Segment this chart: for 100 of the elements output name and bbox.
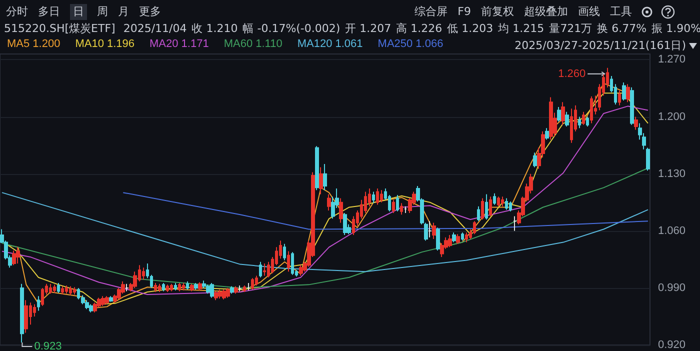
candlestick <box>315 146 319 191</box>
text: 均 1.215 <box>498 21 544 37</box>
candlestick <box>590 96 593 124</box>
candlestick <box>69 286 72 296</box>
candlestick <box>24 300 28 334</box>
candlestick <box>210 282 214 298</box>
y-tick-label: 1.060 <box>658 224 686 237</box>
candlestick <box>392 199 395 214</box>
text: 分时 <box>6 4 28 20</box>
text: 2025/11/04 <box>123 21 187 37</box>
text: 2025/03/27-2025/11/21(161日) <box>514 38 686 54</box>
candlestick <box>452 232 456 243</box>
candlestick <box>16 246 20 264</box>
candlestick <box>190 283 194 292</box>
candlestick <box>174 282 177 291</box>
text: 周 <box>97 4 108 20</box>
candlestick <box>255 275 258 286</box>
candlestick <box>622 82 626 101</box>
candlestick <box>561 102 565 126</box>
candlestick <box>380 190 383 203</box>
candlestick <box>41 287 44 306</box>
text: 多日 <box>38 4 60 20</box>
candlestick <box>646 147 650 172</box>
candlestick <box>182 282 185 291</box>
candlestick <box>618 90 621 106</box>
y-tick-label: 0.990 <box>658 282 686 294</box>
candlestick <box>549 96 553 140</box>
candlestick <box>436 227 440 251</box>
candlestick <box>162 282 165 292</box>
chart-title: 515220.SH[煤炭ETF] <box>4 21 116 37</box>
candlestick <box>37 296 40 312</box>
candlestick <box>489 196 492 217</box>
text: MA5 1.200 <box>7 38 60 50</box>
candlestick <box>61 286 64 295</box>
candlestick <box>477 206 480 222</box>
text: 综合屏 <box>414 4 448 20</box>
candlestick <box>505 198 508 210</box>
candlestick <box>158 283 161 293</box>
candlestick <box>481 198 484 220</box>
candlestick <box>513 216 517 232</box>
text: 更多 <box>139 4 161 20</box>
candlestick <box>501 196 504 207</box>
candlestick <box>166 284 169 293</box>
candlestick <box>461 232 464 242</box>
candlestick <box>97 297 101 308</box>
candlestick <box>194 282 198 290</box>
candlestick <box>533 152 537 168</box>
text: MA60 1.110 <box>224 38 282 50</box>
candlestick <box>198 282 202 291</box>
candlestick <box>222 289 226 300</box>
y-tick-label: 1.270 <box>658 54 686 66</box>
text: 月 <box>118 4 129 20</box>
y-tick-label: 0.920 <box>658 339 686 351</box>
text: MA10 1.196 <box>75 38 135 50</box>
candlestick <box>485 194 488 220</box>
candlestick <box>234 286 238 294</box>
candlestick <box>150 274 153 288</box>
candlestick <box>218 289 222 300</box>
candlestick <box>109 296 113 302</box>
candlestick <box>404 206 407 214</box>
candlestick <box>557 106 561 122</box>
candlestick <box>319 166 323 195</box>
candlestick <box>456 234 460 244</box>
candlestick <box>287 250 290 272</box>
annotation: 1.260 <box>558 68 586 80</box>
candlestick <box>582 111 585 126</box>
text: 量721万 <box>549 21 592 37</box>
candlestick <box>473 220 476 235</box>
text: MA250 1.066 <box>378 38 444 50</box>
candlestick <box>299 264 303 276</box>
candlestick <box>251 278 254 290</box>
candlestick <box>101 296 105 306</box>
candlestick <box>12 250 16 266</box>
candlestick <box>243 284 246 293</box>
text: 幅 -0.17%(-0.002) <box>242 21 340 37</box>
y-tick-label: 1.200 <box>658 110 686 123</box>
candlestick <box>493 192 496 206</box>
candlestick <box>339 198 343 224</box>
candlestick <box>432 222 436 240</box>
candlestick <box>396 194 399 212</box>
line-series <box>2 168 648 288</box>
candlestick <box>565 111 569 128</box>
candlestick <box>105 296 109 305</box>
candlestick <box>327 194 331 212</box>
candlestick <box>178 282 181 292</box>
candlestick <box>20 283 24 344</box>
text: 收 1.210 <box>192 21 238 37</box>
text: 换 6.77% <box>597 21 647 37</box>
candlestick <box>170 283 173 292</box>
candlestick <box>497 196 500 207</box>
candlestick <box>73 286 76 295</box>
text: 画线 <box>578 4 600 20</box>
candlestick <box>89 304 93 313</box>
candlestick <box>376 188 379 206</box>
text: 超级叠加 <box>524 4 568 20</box>
y-tick-label: 1.130 <box>658 168 686 180</box>
candlestick <box>125 283 129 292</box>
candlestick <box>343 212 347 236</box>
candlestick <box>570 108 573 144</box>
text: 开 1.207 <box>345 21 392 37</box>
